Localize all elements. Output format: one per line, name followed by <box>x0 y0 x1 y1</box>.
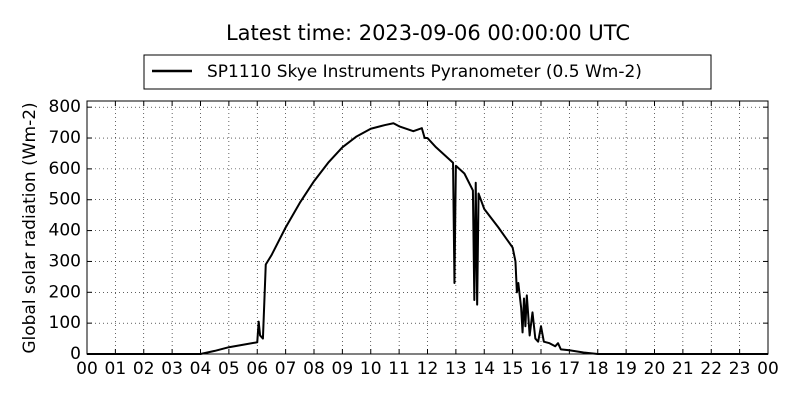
x-tick-label: 07 <box>275 359 297 379</box>
x-tick-label: 08 <box>303 359 325 379</box>
x-tick-label: 22 <box>700 359 722 379</box>
y-tick-label: 500 <box>49 190 81 210</box>
chart-title: Latest time: 2023-09-06 00:00:00 UTC <box>226 21 630 45</box>
y-tick-label: 100 <box>49 313 81 333</box>
x-tick-label: 20 <box>644 359 666 379</box>
x-tick-label: 21 <box>672 359 694 379</box>
legend-label: SP1110 Skye Instruments Pyranometer (0.5… <box>207 62 642 82</box>
x-tick-label: 23 <box>729 359 751 379</box>
x-tick-label: 14 <box>473 359 495 379</box>
y-tick-label: 0 <box>70 344 81 364</box>
x-tick-label: 06 <box>246 359 268 379</box>
x-tick-label: 19 <box>615 359 637 379</box>
x-tick-label: 09 <box>332 359 354 379</box>
plot-frame <box>86 100 769 355</box>
y-tick-label: 300 <box>49 251 81 271</box>
y-tick-label: 400 <box>49 221 81 241</box>
data-line <box>87 122 768 355</box>
x-tick-label: 04 <box>190 359 212 379</box>
y-tick-label: 700 <box>49 128 81 148</box>
x-tick-label: 03 <box>161 359 183 379</box>
y-axis-label: Global solar radiation (Wm-2) <box>20 102 40 353</box>
y-tick-label: 600 <box>49 159 81 179</box>
x-tick-label: 10 <box>360 359 382 379</box>
x-tick-label: 15 <box>502 359 524 379</box>
x-tick-label: 17 <box>559 359 581 379</box>
y-tick-label: 800 <box>49 97 81 117</box>
x-tick-label: 02 <box>133 359 155 379</box>
x-tick-label: 00 <box>76 359 98 379</box>
x-tick-label: 18 <box>587 359 609 379</box>
y-tick-label: 200 <box>49 282 81 302</box>
x-tick-label: 13 <box>445 359 467 379</box>
x-tick-label: 11 <box>388 359 410 379</box>
legend-box <box>143 54 712 90</box>
x-tick-label: 01 <box>105 359 127 379</box>
x-tick-label: 12 <box>417 359 439 379</box>
x-tick-label: 16 <box>530 359 552 379</box>
x-tick-label: 05 <box>218 359 240 379</box>
x-tick-label: 00 <box>757 359 779 379</box>
